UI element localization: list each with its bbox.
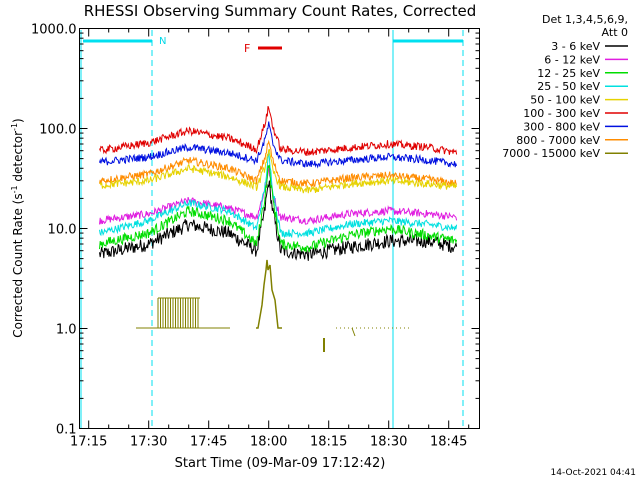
chart-title: RHESSI Observing Summary Count Rates, Co…: [84, 2, 477, 20]
legend-label: 50 - 100 keV: [530, 94, 600, 107]
series-lines: [99, 106, 458, 261]
legend-label: 25 - 50 keV: [537, 80, 600, 93]
legend-label: 100 - 300 keV: [523, 107, 600, 120]
flare-indicator: F: [244, 42, 282, 55]
x-tick-label: 18:30: [370, 435, 407, 450]
series-line: [99, 121, 458, 169]
series-line: [99, 164, 458, 253]
y-tick-label: 1.0: [56, 323, 77, 338]
axes: 17:15 17:30 17:45 18:00 18:15 18:30 18:45 0.1 1.…: [31, 23, 480, 450]
series-line: [99, 139, 458, 188]
x-tick-label: 18:15: [310, 435, 347, 450]
legend-label: 12 - 25 keV: [537, 67, 600, 80]
y-tick-label: 10.0: [48, 223, 77, 238]
series-line: [99, 165, 458, 225]
legend-header-1: Det 1,3,4,5,6,9,: [542, 13, 628, 26]
y-axis-label-part-3: ): [11, 118, 25, 123]
y-tick-label: 100.0: [39, 123, 76, 138]
x-tick-label: 17:30: [130, 435, 167, 450]
legend-label: 800 - 7000 keV: [516, 134, 600, 147]
x-tick-label: 17:15: [70, 435, 107, 450]
series-line: [99, 180, 458, 261]
legend-label: 3 - 6 keV: [551, 40, 600, 53]
y-axis-label-sup-1: -1: [10, 185, 19, 193]
y-axis-label-sup-2: -1: [10, 123, 19, 131]
generated-timestamp: 14-Oct-2021 04:41: [551, 468, 636, 478]
y-tick-label: 1000.0: [31, 23, 77, 38]
y-axis-label: Corrected Count Rate (s-1 detector-1): [10, 118, 25, 337]
y-axis-label-part-2: detector: [11, 131, 25, 186]
y-tick-label: 0.1: [56, 423, 77, 438]
olive-dip-2: [351, 327, 356, 337]
series-line: [99, 152, 458, 239]
olive-flare-peak: [256, 259, 282, 329]
night-indicators: N: [80, 30, 464, 428]
series-line: [99, 148, 458, 194]
x-axis-label: Start Time (09-Mar-09 17:12:42): [175, 456, 386, 471]
night-label: N: [159, 36, 166, 47]
legend-label: 7000 - 15000 keV: [502, 147, 600, 160]
series-line: [99, 106, 458, 157]
x-tick-label: 18:00: [250, 435, 287, 450]
legend-header-2: Att 0: [602, 26, 628, 39]
x-tick-label: 18:45: [430, 435, 467, 450]
flare-label: F: [244, 42, 250, 55]
x-tick-label: 17:45: [190, 435, 227, 450]
legend-label: 6 - 12 keV: [544, 53, 600, 66]
legend-label: 300 - 800 keV: [523, 120, 600, 133]
attenuator-trace: [136, 259, 410, 352]
y-axis-label-part-1: Corrected Count Rate (s: [11, 193, 25, 337]
